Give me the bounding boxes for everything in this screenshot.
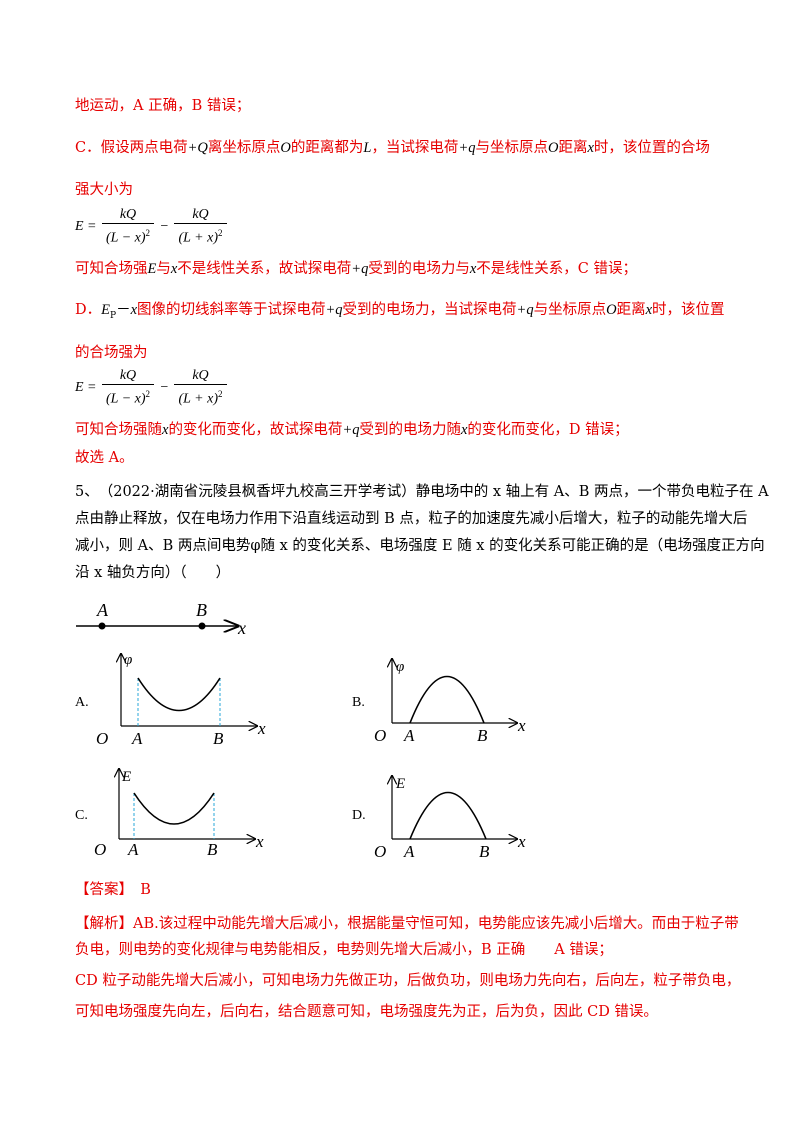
point-a-label: A xyxy=(96,600,109,620)
svg-text:E: E xyxy=(395,776,405,792)
svg-text:x: x xyxy=(517,716,526,735)
option-d-graph: E O A B x xyxy=(374,772,526,861)
svg-text:B: B xyxy=(479,842,490,861)
point-b-label: B xyxy=(196,600,207,620)
svg-text:φ: φ xyxy=(396,659,404,675)
svg-text:A: A xyxy=(127,840,139,859)
answer-line: 【答案】 B xyxy=(75,880,151,900)
point-b-dot xyxy=(198,622,206,630)
option-d-analysis-line-2: 的合场强为 xyxy=(75,345,148,361)
analysis-line-1: 【解析】AB.该过程中动能先增大后减小，根据能量守恒可知，电势能应该先减小后增大… xyxy=(75,916,739,932)
svg-text:B: B xyxy=(477,726,488,745)
option-b-label: B. xyxy=(352,695,365,710)
field-formula-2: E = kQ (L − x)2 − kQ (L + x)2 xyxy=(75,367,229,409)
field-curve-d xyxy=(409,791,487,840)
svg-text:A: A xyxy=(403,842,415,861)
question-5-line-1: 5、 （2022·湖南省沅陵县枫香坪九校高三开学考试）静电场中的 x 轴上有 A… xyxy=(75,484,769,500)
svg-text:x: x xyxy=(517,832,526,851)
solution-line-1: 地运动，A 正确，B 错误； xyxy=(75,98,251,114)
analysis-line-2: 负电，则电势的变化规律与电势能相反，电势则先增大后减小，B 正确 A 错误； xyxy=(75,942,613,958)
analysis-line-3: CD 粒子动能先增大后减小，可知电场力先做正功，后做负功，则电场力先向右，后向左… xyxy=(75,973,741,989)
svg-text:φ: φ xyxy=(124,652,132,668)
option-c-label: C. xyxy=(75,808,88,823)
svg-text:O: O xyxy=(94,840,106,859)
option-d-conclusion: 可知合场强随x的变化而变化，故试探电荷+q受到的电场力随x的变化而变化，D 错误… xyxy=(75,422,629,438)
potential-curve-b xyxy=(409,675,485,724)
answer-value: B xyxy=(140,882,151,898)
option-d-label: D. xyxy=(352,808,366,823)
potential-curve-a xyxy=(137,677,221,712)
axis-x-label: x xyxy=(237,618,246,638)
svg-text:A: A xyxy=(131,729,143,748)
point-a-dot xyxy=(98,622,106,630)
option-a-label: A. xyxy=(75,695,89,710)
option-a-graph: φ O A B x xyxy=(96,652,266,748)
question-5-line-2: 点由静止释放，仅在电场力作用下沿直线运动到 B 点，粒子的加速度先减小后增大，粒… xyxy=(75,511,748,527)
field-formula-1: E = kQ (L − x)2 − kQ (L + x)2 xyxy=(75,206,229,248)
option-b-graph: φ O A B x xyxy=(374,655,526,745)
svg-text:B: B xyxy=(213,729,224,748)
option-c-analysis-line: C．假设两点电荷+Q离坐标原点O的距离都为L，当试探电荷+q与坐标原点O距离x时… xyxy=(75,140,710,156)
axis-diagram: A B x xyxy=(76,600,246,638)
choose-answer-line: 故选 A。 xyxy=(75,450,134,466)
option-d-analysis-line: D．EP－x图像的切线斜率等于试探电荷+q受到的电场力，当试探电荷+q与坐标原点… xyxy=(75,302,725,321)
question-5-line-4: 沿 x 轴负方向）（ ） xyxy=(75,565,231,581)
svg-text:x: x xyxy=(257,719,266,738)
analysis-line-4: 可知电场强度先向左，后向右，结合题意可知，电场强度先为正，后为负，因此 CD 错… xyxy=(75,1004,658,1020)
svg-text:O: O xyxy=(374,842,386,861)
svg-text:E: E xyxy=(121,769,131,785)
svg-text:O: O xyxy=(96,729,108,748)
question-5-line-3: 减小，则 A、B 两点间电势φ随 x 的变化关系、电场强度 E 随 x 的变化关… xyxy=(75,538,765,554)
answer-label: 【答案】 xyxy=(75,882,126,898)
svg-text:A: A xyxy=(403,726,415,745)
option-c-graph: E O A B x xyxy=(94,765,264,859)
option-c-conclusion: 可知合场强E与x不是线性关系，故试探电荷+q受到的电场力与x不是线性关系，C 错… xyxy=(75,261,637,277)
svg-text:x: x xyxy=(255,832,264,851)
svg-text:O: O xyxy=(374,726,386,745)
option-c-analysis-line-2: 强大小为 xyxy=(75,182,133,198)
svg-text:B: B xyxy=(207,840,218,859)
analysis-label: 【解析】 xyxy=(75,916,133,932)
field-curve-c xyxy=(133,792,215,825)
